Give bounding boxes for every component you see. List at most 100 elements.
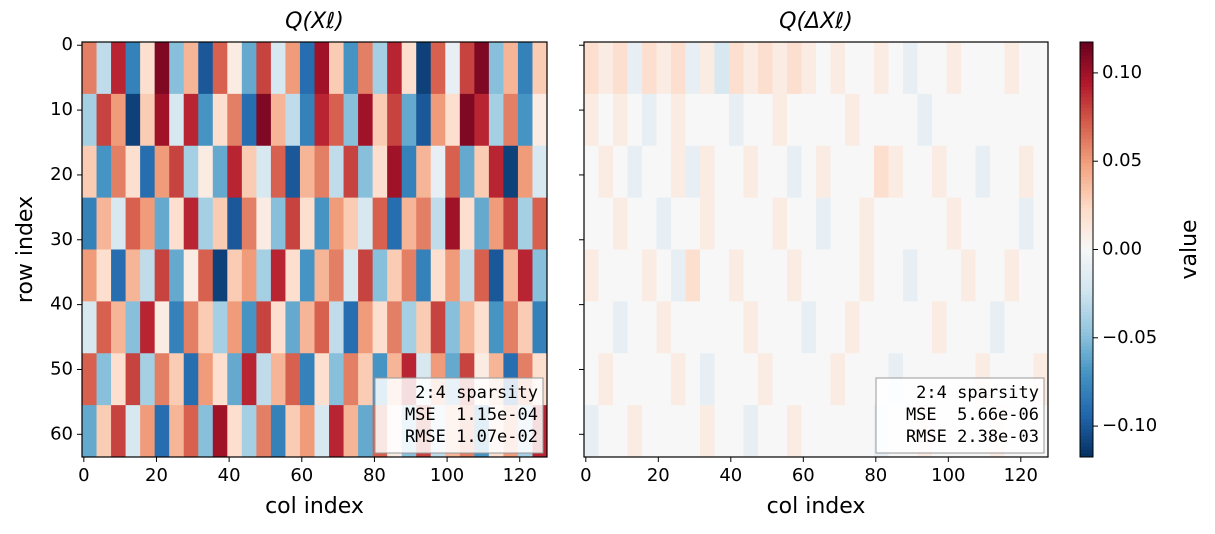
heatmap-cell	[787, 405, 802, 458]
axes-frame	[583, 41, 1049, 458]
heatmap-cell	[401, 197, 417, 250]
heatmap-cell	[961, 197, 976, 250]
colorbar-gradient	[1080, 418, 1093, 423]
colorbar-gradient	[1080, 304, 1093, 309]
heatmap-cell	[387, 249, 403, 302]
heatmap-cell	[714, 42, 730, 95]
heatmap-cell	[816, 145, 831, 199]
colorbar-gradient	[1080, 173, 1093, 178]
heatmap-cell	[656, 42, 672, 95]
colorbar-gradient	[1080, 142, 1093, 147]
heatmap-cell	[111, 197, 126, 250]
heatmap-cell	[488, 249, 504, 302]
colorbar-gradient	[1080, 131, 1093, 136]
heatmap-cell	[772, 405, 788, 458]
heatmap-cell	[845, 42, 860, 95]
heatmap-cell	[656, 197, 672, 250]
heatmap-cell	[270, 249, 286, 302]
colorbar-gradient	[1080, 45, 1093, 50]
y-tick-label: 20	[50, 164, 73, 185]
heatmap-cell	[96, 93, 112, 147]
heatmap-cell	[285, 93, 301, 147]
heatmap-cell	[140, 93, 156, 147]
heatmap-cell	[96, 301, 112, 354]
heatmap-cell	[459, 197, 475, 250]
heatmap-cell	[584, 145, 599, 199]
heatmap-cell	[1004, 249, 1020, 302]
heatmap-cell	[859, 93, 875, 147]
heatmap-cell	[125, 145, 141, 199]
heatmap-cell	[700, 145, 715, 199]
heatmap-cell	[990, 42, 1005, 95]
heatmap-cell	[329, 301, 344, 354]
heatmap-cell	[743, 197, 759, 250]
heatmap-cell	[598, 405, 614, 458]
colorbar-gradient	[1080, 412, 1093, 416]
heatmap-cell	[503, 42, 519, 95]
heatmap-cell	[932, 301, 947, 354]
colorbar-gradient	[1080, 156, 1093, 161]
colorbar-gradient	[1080, 450, 1093, 455]
heatmap-cell	[140, 301, 156, 354]
heatmap-cell	[401, 301, 417, 354]
heatmap-cell	[372, 145, 388, 199]
heatmap-cell	[1033, 42, 1049, 95]
colorbar-gradient	[1080, 145, 1093, 150]
annotation-text: RMSE 2.38e-03	[906, 427, 1039, 447]
heatmap-cell	[845, 249, 860, 302]
heatmap-cell	[314, 197, 330, 250]
heatmap-cell	[671, 42, 686, 95]
heatmap-cell	[975, 93, 991, 147]
colorbar-gradient	[1080, 415, 1093, 420]
heatmap-cell	[613, 197, 628, 250]
x-tick-label: 40	[719, 465, 742, 486]
heatmap-cell	[758, 93, 773, 147]
colorbar-gradient	[1080, 121, 1093, 126]
heatmap-cell	[874, 249, 889, 302]
heatmap-cell	[714, 405, 730, 458]
heatmap-cell	[401, 249, 417, 302]
heatmap-cell	[1004, 145, 1020, 199]
heatmap-cell	[517, 301, 533, 354]
heatmap-cell	[154, 93, 170, 147]
colorbar-gradient	[1080, 339, 1093, 344]
heatmap-cell	[270, 405, 286, 458]
colorbar-gradient	[1080, 246, 1093, 250]
heatmap-cell	[401, 93, 417, 147]
heatmap-cell	[285, 197, 301, 250]
heatmap-cell	[787, 353, 802, 406]
heatmap-cell	[96, 353, 112, 406]
heatmap-cell	[212, 405, 228, 458]
heatmap-cell	[343, 405, 359, 458]
heatmap-cell	[532, 93, 548, 147]
heatmap-cell	[299, 145, 315, 199]
heatmap-cell	[270, 301, 286, 354]
heatmap-cell	[975, 301, 991, 354]
heatmap-cell	[903, 145, 918, 199]
heatmap-cell	[154, 42, 170, 95]
heatmap-cell	[227, 145, 243, 199]
colorbar-tick-label: 0.10	[1102, 62, 1142, 83]
heatmap-cell	[598, 145, 614, 199]
heatmap-cell	[299, 405, 315, 458]
heatmap-cell	[314, 42, 330, 95]
heatmap-cell	[82, 42, 97, 95]
heatmap-cell	[270, 42, 286, 95]
heatmap-cell	[729, 197, 744, 250]
heatmap-cell	[140, 249, 156, 302]
heatmap-cell	[488, 145, 504, 199]
heatmap-cell	[154, 301, 170, 354]
heatmap-cell	[801, 249, 817, 302]
heatmap-cell	[314, 249, 330, 302]
colorbar-gradient	[1080, 342, 1093, 347]
heatmap-cell	[416, 145, 432, 199]
heatmap-cell	[845, 197, 860, 250]
heatmap-cell	[256, 145, 272, 199]
heatmap-cell	[714, 301, 730, 354]
heatmap-cell	[343, 353, 359, 406]
heatmap-cell	[169, 197, 185, 250]
heatmap-cell	[503, 301, 519, 354]
colorbar-gradient	[1080, 256, 1093, 261]
heatmap-cell	[299, 42, 315, 95]
heatmap-cell	[859, 405, 875, 458]
